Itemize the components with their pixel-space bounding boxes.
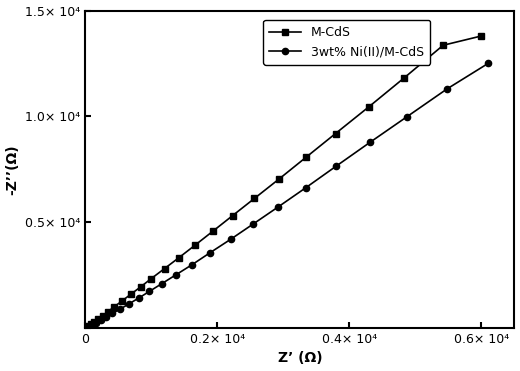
M-CdS — [99, 313, 106, 318]
M-CdS — [138, 285, 144, 289]
Line: 3wt% Ni(II)/M-CdS: 3wt% Ni(II)/M-CdS — [82, 60, 491, 331]
3wt% Ni(II)/M-CdS — [404, 115, 410, 119]
3wt% Ni(II)/M-CdS — [146, 289, 152, 293]
3wt% Ni(II)/M-CdS — [97, 318, 103, 322]
3wt% Ni(II)/M-CdS — [109, 311, 115, 316]
M-CdS — [91, 320, 97, 324]
X-axis label: Z’ (Ω): Z’ (Ω) — [278, 351, 322, 365]
M-CdS — [401, 76, 407, 80]
3wt% Ni(II)/M-CdS — [227, 237, 233, 242]
3wt% Ni(II)/M-CdS — [333, 164, 340, 168]
M-CdS — [210, 229, 216, 233]
M-CdS — [128, 292, 134, 296]
M-CdS — [366, 105, 372, 109]
Line: M-CdS: M-CdS — [82, 33, 485, 331]
M-CdS — [229, 213, 236, 218]
M-CdS — [161, 266, 167, 271]
M-CdS — [478, 34, 485, 38]
M-CdS — [148, 276, 154, 281]
3wt% Ni(II)/M-CdS — [126, 302, 132, 306]
3wt% Ni(II)/M-CdS — [485, 61, 491, 66]
3wt% Ni(II)/M-CdS — [444, 87, 450, 91]
M-CdS — [82, 326, 88, 330]
M-CdS — [332, 131, 339, 136]
M-CdS — [176, 255, 182, 260]
M-CdS — [87, 322, 94, 326]
3wt% Ni(II)/M-CdS — [303, 186, 309, 190]
3wt% Ni(II)/M-CdS — [93, 321, 99, 325]
M-CdS — [119, 299, 125, 303]
M-CdS — [440, 43, 446, 47]
3wt% Ni(II)/M-CdS — [117, 307, 123, 311]
3wt% Ni(II)/M-CdS — [207, 250, 213, 255]
3wt% Ni(II)/M-CdS — [136, 296, 142, 300]
3wt% Ni(II)/M-CdS — [250, 222, 256, 226]
3wt% Ni(II)/M-CdS — [159, 281, 165, 286]
M-CdS — [303, 155, 309, 160]
3wt% Ni(II)/M-CdS — [275, 205, 281, 209]
M-CdS — [111, 305, 118, 309]
M-CdS — [95, 317, 101, 321]
3wt% Ni(II)/M-CdS — [89, 323, 95, 327]
M-CdS — [276, 177, 282, 181]
M-CdS — [85, 324, 91, 329]
M-CdS — [251, 196, 257, 201]
3wt% Ni(II)/M-CdS — [189, 262, 196, 267]
3wt% Ni(II)/M-CdS — [82, 326, 88, 330]
3wt% Ni(II)/M-CdS — [173, 273, 179, 277]
Legend: M-CdS, 3wt% Ni(II)/M-CdS: M-CdS, 3wt% Ni(II)/M-CdS — [263, 20, 430, 65]
3wt% Ni(II)/M-CdS — [85, 324, 92, 329]
M-CdS — [105, 309, 111, 314]
Y-axis label: -Z’’(Ω): -Z’’(Ω) — [6, 144, 20, 195]
3wt% Ni(II)/M-CdS — [367, 140, 373, 145]
3wt% Ni(II)/M-CdS — [102, 315, 109, 319]
M-CdS — [192, 243, 198, 247]
